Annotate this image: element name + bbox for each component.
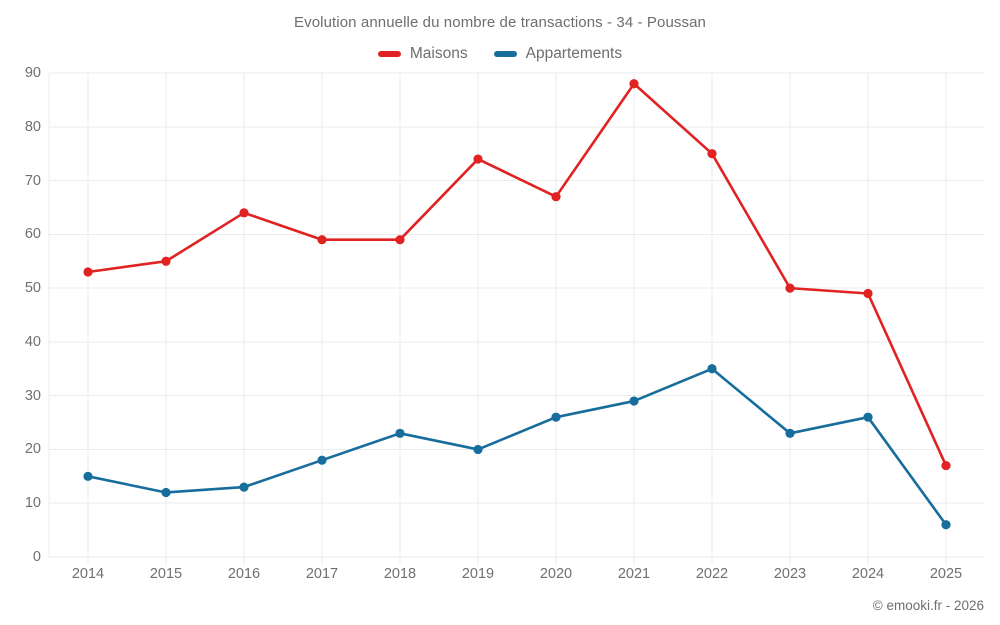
footer-credit: © emooki.fr - 2026 — [872, 598, 984, 613]
series-lines — [86, 82, 948, 527]
series-line-maisons — [86, 82, 948, 467]
y-tick-label: 60 — [24, 226, 41, 243]
data-point[interactable] — [395, 428, 405, 438]
legend-item-appartements[interactable]: Appartements — [493, 45, 623, 63]
data-point[interactable] — [551, 412, 561, 422]
y-axis: 0 10 20 30 40 50 60 70 80 90 — [0, 65, 41, 565]
y-tick-label: 10 — [24, 495, 41, 512]
x-tick-label: 2021 — [617, 566, 651, 582]
y-tick-label: 0 — [32, 549, 41, 565]
data-point[interactable] — [863, 288, 873, 299]
data-point[interactable] — [317, 455, 327, 465]
legend-swatch-appartements — [493, 51, 517, 57]
data-point[interactable] — [941, 520, 951, 530]
plot-area — [48, 72, 985, 564]
data-point[interactable] — [863, 412, 873, 422]
x-tick-label: 2014 — [71, 566, 105, 582]
data-point[interactable] — [395, 235, 405, 245]
y-tick-label: 80 — [24, 118, 41, 135]
data-point[interactable] — [473, 154, 483, 164]
legend-label-appartements: Appartements — [525, 45, 623, 62]
legend-swatch-maisons — [377, 51, 401, 57]
data-point[interactable] — [239, 482, 249, 492]
x-tick-label: 2023 — [773, 566, 807, 582]
y-tick-label: 40 — [24, 333, 41, 350]
x-tick-label: 2020 — [539, 566, 573, 582]
x-tick-label: 2022 — [695, 566, 729, 582]
legend-label-maisons: Maisons — [409, 45, 468, 62]
chart-title: Evolution annuelle du nombre de transact… — [294, 14, 706, 31]
y-tick-label: 30 — [24, 387, 41, 404]
x-tick-label: 2017 — [305, 566, 339, 582]
y-tick-label: 50 — [24, 280, 41, 297]
data-point[interactable] — [161, 487, 171, 498]
x-tick-label: 2015 — [149, 566, 183, 582]
x-tick-label: 2018 — [383, 566, 417, 582]
data-point[interactable] — [317, 235, 327, 245]
data-point[interactable] — [785, 283, 795, 293]
y-tick-label: 20 — [24, 441, 41, 458]
y-tick-label: 70 — [24, 172, 41, 189]
data-point[interactable] — [551, 192, 561, 202]
data-point[interactable] — [83, 471, 93, 481]
data-point[interactable] — [473, 444, 483, 455]
data-point[interactable] — [707, 364, 717, 374]
x-tick-label: 2016 — [227, 566, 261, 582]
y-tick-label: 90 — [24, 65, 41, 81]
x-tick-label: 2025 — [929, 566, 963, 582]
grid-lines — [48, 72, 985, 564]
x-tick-label: 2024 — [851, 566, 885, 582]
x-axis: 2014 2015 2016 2017 2018 2019 2020 2021 2022 2023… — [0, 566, 1000, 592]
series-line-appartements — [86, 367, 948, 527]
x-tick-label: 2019 — [461, 566, 495, 582]
data-point[interactable] — [161, 256, 171, 266]
data-point[interactable] — [629, 79, 639, 89]
legend-item-maisons[interactable]: Maisons — [377, 45, 468, 63]
series-markers — [83, 79, 951, 530]
data-point[interactable] — [629, 396, 639, 406]
chart-legend: Maisons Appartements — [0, 45, 1000, 63]
data-point[interactable] — [83, 267, 93, 277]
data-point[interactable] — [941, 460, 951, 471]
chart-svg — [48, 72, 985, 564]
data-point[interactable] — [239, 208, 249, 218]
data-point[interactable] — [707, 149, 717, 159]
data-point[interactable] — [785, 428, 795, 438]
